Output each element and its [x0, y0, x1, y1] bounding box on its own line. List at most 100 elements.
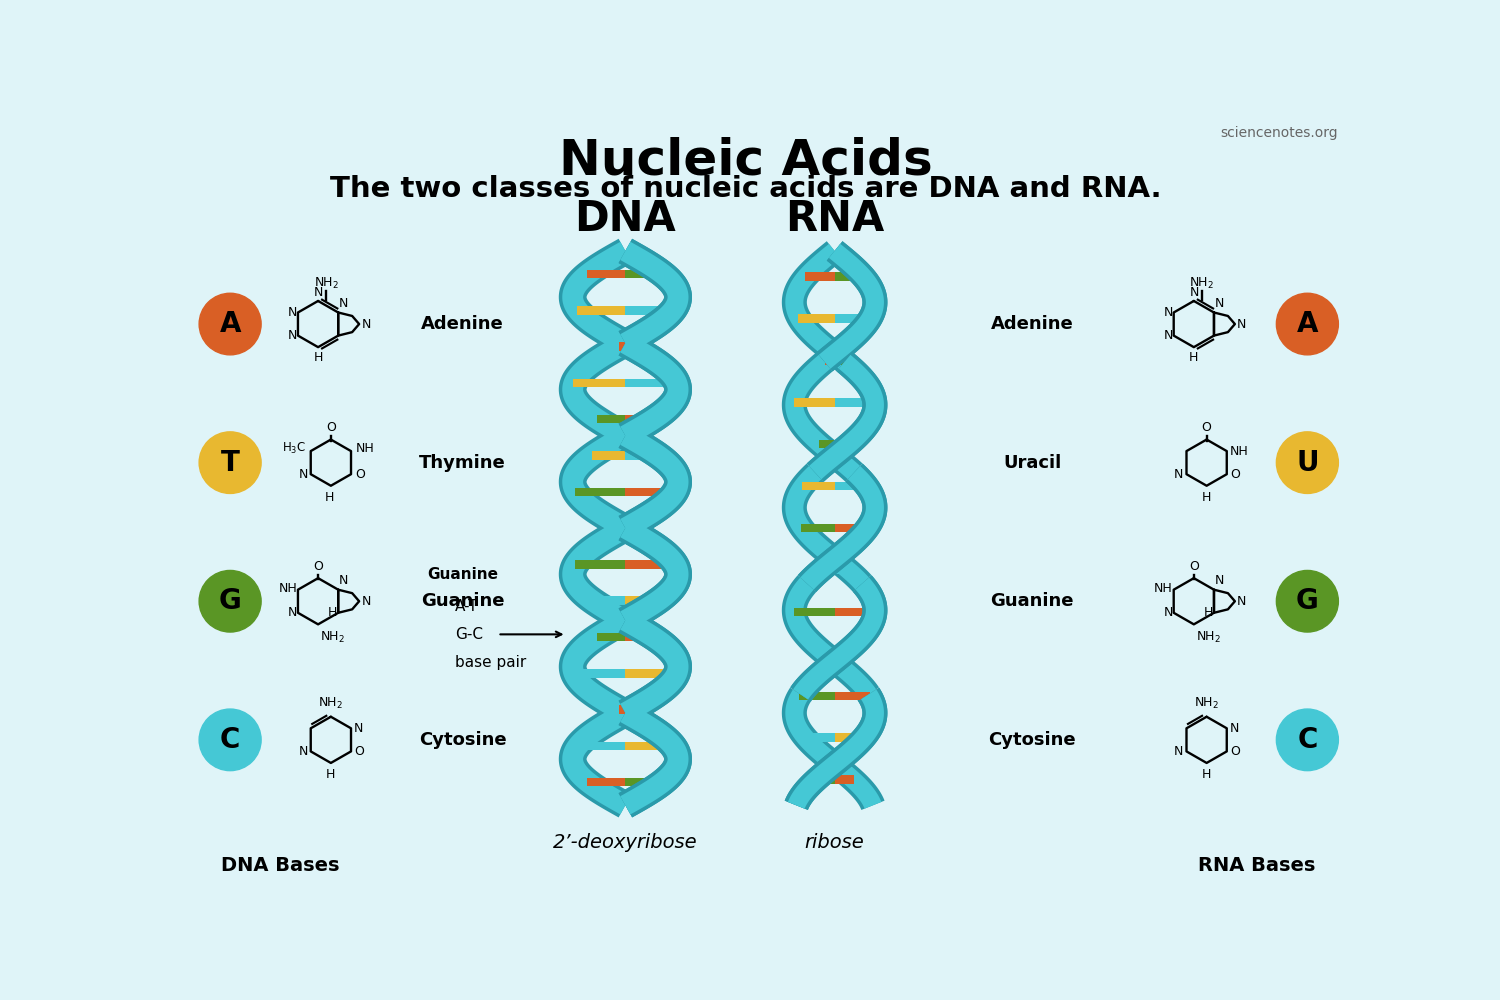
Text: Cytosine: Cytosine	[419, 731, 507, 749]
Text: G-C: G-C	[454, 627, 483, 642]
Text: N: N	[1238, 318, 1246, 331]
Bar	[626, 633, 654, 641]
Text: Guanine: Guanine	[422, 592, 504, 610]
Text: A: A	[1296, 310, 1318, 338]
Circle shape	[200, 293, 261, 355]
Text: H: H	[1204, 606, 1214, 619]
Bar	[573, 379, 626, 387]
Text: NH: NH	[279, 582, 297, 595]
Text: N: N	[288, 306, 297, 319]
Text: O: O	[354, 745, 364, 758]
Bar	[626, 451, 658, 460]
Text: H: H	[324, 491, 334, 504]
Bar	[806, 272, 834, 281]
Bar	[618, 705, 626, 714]
Text: N: N	[362, 318, 370, 331]
Text: N: N	[1164, 606, 1173, 619]
Bar	[626, 342, 632, 351]
Text: Guanine: Guanine	[990, 592, 1074, 610]
Bar	[821, 566, 834, 574]
Bar	[834, 440, 850, 448]
Bar	[798, 314, 834, 323]
Text: G: G	[219, 587, 242, 615]
Bar	[834, 733, 864, 742]
Text: H$_3$C: H$_3$C	[282, 440, 306, 456]
Bar	[834, 482, 867, 490]
Text: H: H	[1202, 768, 1212, 781]
Text: Guanine: Guanine	[427, 567, 498, 582]
Bar	[794, 398, 834, 407]
Circle shape	[1276, 293, 1338, 355]
Bar	[626, 306, 674, 315]
Bar	[834, 314, 872, 323]
Text: A: A	[219, 310, 242, 338]
Text: 2’-deoxyribose: 2’-deoxyribose	[554, 833, 698, 852]
Bar	[626, 379, 678, 387]
Bar	[802, 482, 834, 490]
Text: N: N	[314, 286, 324, 299]
Text: sciencenotes.org: sciencenotes.org	[1221, 126, 1338, 140]
Bar	[834, 272, 864, 281]
Text: C: C	[1298, 726, 1317, 754]
Text: N: N	[298, 745, 307, 758]
Text: N: N	[1238, 595, 1246, 608]
Text: N: N	[1174, 468, 1184, 481]
Bar	[834, 692, 870, 700]
Text: N: N	[354, 722, 363, 735]
Text: N: N	[1164, 306, 1173, 319]
Text: A-T: A-T	[454, 599, 478, 614]
Text: Adenine: Adenine	[992, 315, 1074, 333]
Bar	[574, 488, 626, 496]
Text: NH$_2$: NH$_2$	[1190, 275, 1215, 291]
Text: O: O	[314, 560, 322, 573]
Bar	[801, 524, 834, 532]
Bar	[825, 356, 834, 365]
Circle shape	[200, 432, 261, 493]
Bar	[819, 440, 834, 448]
Text: N: N	[1190, 286, 1200, 299]
Text: The two classes of nucleic acids are DNA and RNA.: The two classes of nucleic acids are DNA…	[330, 175, 1161, 203]
Text: Nucleic Acids: Nucleic Acids	[558, 137, 933, 185]
Text: NH$_2$: NH$_2$	[318, 696, 344, 711]
Text: RNA Bases: RNA Bases	[1198, 856, 1316, 875]
Circle shape	[200, 709, 261, 771]
Text: Thymine: Thymine	[419, 454, 506, 472]
Text: ribose: ribose	[804, 833, 864, 852]
Text: T: T	[220, 449, 240, 477]
Bar	[794, 608, 834, 616]
Text: N: N	[1174, 745, 1184, 758]
Bar	[626, 596, 658, 605]
Circle shape	[1276, 709, 1338, 771]
Bar	[834, 775, 854, 784]
Bar	[597, 415, 626, 423]
Text: NH: NH	[1230, 445, 1248, 458]
Circle shape	[200, 570, 261, 632]
Text: NH$_2$: NH$_2$	[321, 630, 345, 645]
Bar	[834, 650, 844, 658]
Bar	[834, 566, 849, 574]
Bar	[626, 270, 663, 278]
Text: N: N	[288, 606, 297, 619]
Text: H: H	[1202, 491, 1212, 504]
Bar	[626, 778, 663, 786]
Bar	[573, 669, 626, 678]
Text: O: O	[1190, 560, 1198, 573]
Bar	[816, 775, 834, 784]
Bar	[626, 488, 676, 496]
Bar	[597, 633, 626, 641]
Text: N: N	[362, 595, 370, 608]
Text: DNA: DNA	[574, 198, 676, 240]
Text: N: N	[288, 329, 297, 342]
Text: O: O	[1230, 745, 1239, 758]
Text: N: N	[1215, 297, 1224, 310]
Text: N: N	[339, 297, 348, 310]
Circle shape	[1276, 570, 1338, 632]
Bar	[834, 398, 876, 407]
Text: NH$_2$: NH$_2$	[1196, 630, 1221, 645]
Text: NH$_2$: NH$_2$	[1194, 696, 1219, 711]
Bar	[618, 342, 626, 351]
Bar	[578, 306, 626, 315]
Text: O: O	[1230, 468, 1239, 481]
Text: O: O	[356, 468, 366, 481]
Text: G: G	[1296, 587, 1318, 615]
